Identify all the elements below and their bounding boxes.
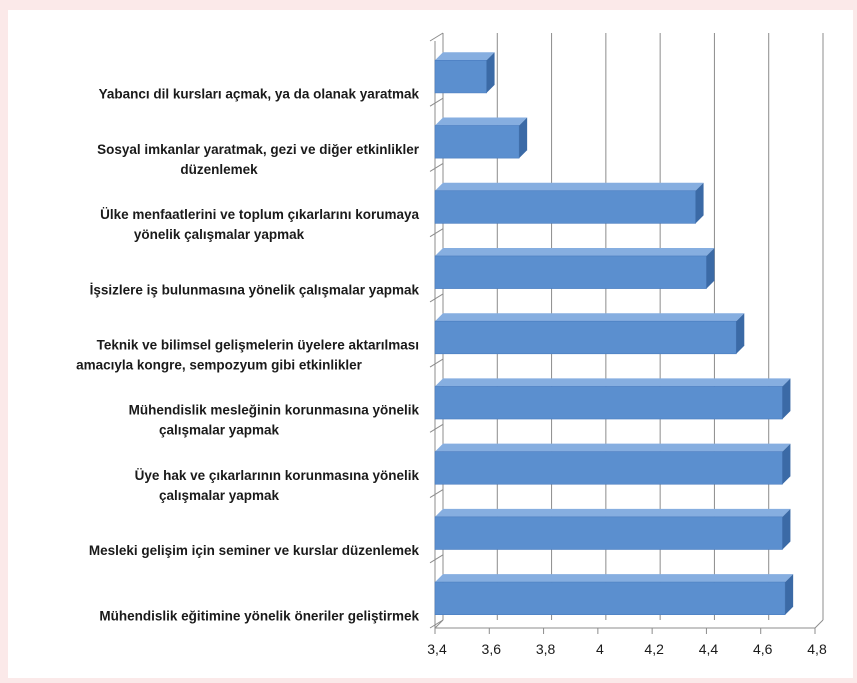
y-tick [429,619,444,629]
y-tick [429,554,444,564]
category-label-line: Sosyal imkanlar yaratmak, gezi ve diğer … [97,142,420,157]
y-tick [429,423,444,433]
bar-top-face [435,443,791,452]
category-label-line: düzenlemek [180,162,258,177]
bar-top-face [435,508,791,517]
category-label-line: Yabancı dil kursları açmak, ya da olanak… [99,87,420,102]
bar-side-face [782,378,791,420]
bar-top-face [435,182,704,191]
bar-side-face [519,117,528,159]
category-label-line: yönelik çalışmalar yapmak [134,227,305,242]
bar-top-face [435,247,715,256]
category-label: Yabancı dil kursları açmak, ya da olanak… [99,87,420,102]
bar [434,247,715,289]
bar [434,443,791,485]
y-tick [429,228,444,238]
bar-front-face [434,386,783,420]
x-tick-label: 3,6 [482,641,502,657]
category-label-line: çalışmalar yapmak [159,488,280,503]
bar-side-face [486,52,495,93]
y-tick [429,97,444,107]
bar [434,313,745,355]
bar [434,117,528,159]
category-label-line: Ülke menfaatlerini ve toplum çıkarlarını… [100,207,419,222]
category-label: Ülke menfaatlerini ve toplum çıkarlarını… [100,207,419,242]
bar [434,574,794,615]
bar [434,508,791,550]
bar-front-face [434,125,520,159]
bar-top-face [435,378,791,387]
x-tick-label: 4,2 [644,641,664,657]
y-tick [429,489,444,498]
bar-front-face [434,255,707,289]
y-tick [429,293,444,303]
x-axis-depth-line [814,619,824,629]
bar-top-face [435,313,745,322]
category-label-line: İşsizlere iş bulunmasına yönelik çalışma… [90,282,420,297]
category-label-line: Mühendislik mesleğinin korunmasına yönel… [129,403,420,418]
category-label: Üye hak ve çıkarlarının korunmasına yöne… [135,468,420,503]
bar [434,52,495,94]
bar-side-face [695,182,704,224]
bar [434,378,791,420]
bar-top-face [435,52,495,61]
category-label: Sosyal imkanlar yaratmak, gezi ve diğer … [97,142,420,177]
category-label: Teknik ve bilimsel gelişmelerin üyelere … [76,338,419,373]
bar-front-face [434,516,783,550]
bar-front-face [434,60,487,94]
category-label-line: çalışmalar yapmak [159,423,280,438]
bar-front-face [434,190,696,224]
x-tick-label: 4,8 [807,641,827,657]
x-tick-label: 4 [596,641,604,657]
category-label-line: Mesleki gelişim için seminer ve kurslar … [89,543,420,558]
bar [434,182,704,224]
y-tick [429,32,444,42]
y-tick [429,358,444,368]
category-label: Mühendislik eğitimine yönelik öneriler g… [99,608,419,623]
category-label-line: Üye hak ve çıkarlarının korunmasına yöne… [135,468,420,483]
bar-side-face [736,313,745,354]
category-label: Mesleki gelişim için seminer ve kurslar … [89,543,420,558]
bar-chart: 3,4 3,6 3,8 4 4,2 4,4 4,6 4,8 Yabancı dil kursla… [76,32,827,657]
category-label-line: Mühendislik eğitimine yönelik öneriler g… [99,608,419,623]
bar-side-face [782,508,791,550]
bar-top-face [435,117,528,126]
bar-front-face [434,451,783,485]
category-label: Mühendislik mesleğinin korunmasına yönel… [129,403,420,438]
bar-side-face [782,443,791,485]
x-tick-label: 4,4 [699,641,719,657]
y-tick [429,163,444,172]
bar-side-face [706,247,715,289]
x-tick-label: 4,6 [753,641,773,657]
category-label-line: Teknik ve bilimsel gelişmelerin üyelere … [97,338,419,353]
category-label-line: amacıyla kongre, sempozyum gibi etkinlik… [76,358,363,373]
x-tick-label: 3,4 [427,641,447,657]
bar-side-face [785,574,794,615]
x-tick-label: 3,8 [536,641,556,657]
category-label: İşsizlere iş bulunmasına yönelik çalışma… [90,282,420,297]
bar-front-face [434,320,737,355]
chart-frame: 3,4 3,6 3,8 4 4,2 4,4 4,6 4,8 Yabancı dil kursla… [8,10,853,678]
bar-front-face [434,581,786,615]
bar-top-face [435,574,794,583]
